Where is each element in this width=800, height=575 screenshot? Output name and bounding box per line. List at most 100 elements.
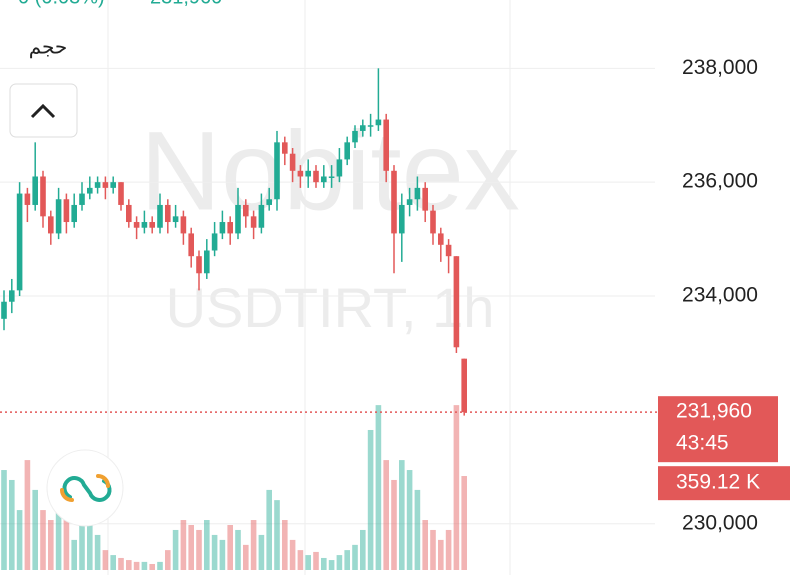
volume-bar [313, 551, 319, 570]
candle-body [352, 130, 358, 143]
volume-bar [243, 544, 249, 570]
volume-bar [110, 555, 116, 570]
candle-body [383, 119, 389, 171]
candle-body [141, 222, 148, 228]
volume-bar [453, 405, 460, 570]
volume-bar [87, 520, 93, 570]
y-tick-label: 236,000 [682, 170, 758, 193]
volume-bar [219, 539, 226, 570]
volume-bar [461, 476, 467, 570]
header-price: 231,960 [150, 0, 222, 8]
volume-bar [258, 534, 265, 570]
countdown-label: 43:45 [676, 432, 729, 455]
candle-body [313, 170, 319, 183]
candle-body [235, 204, 241, 234]
candle-body [172, 216, 179, 223]
chevron-icon [30, 103, 56, 119]
volume-bar [289, 539, 296, 570]
y-tick-label: 238,000 [682, 56, 758, 79]
price-tag [658, 396, 778, 463]
volume-tag-label: 359.12 K [676, 471, 760, 494]
candle-body [133, 222, 140, 228]
candle-body [71, 204, 77, 223]
candle-body [196, 256, 202, 274]
volume-bar [383, 460, 389, 570]
candle-body [289, 153, 296, 171]
candle-body [40, 176, 46, 217]
candle-body [438, 233, 444, 245]
candle-body [305, 170, 311, 177]
candle-body [282, 142, 288, 154]
candle-body [16, 193, 23, 291]
volume-bar [133, 561, 140, 570]
volume-bar [235, 529, 241, 570]
candle-body [110, 182, 116, 188]
candle-body [79, 193, 85, 205]
volume-title: حجم [29, 36, 68, 58]
candle-body [274, 142, 280, 200]
logo-icon [62, 476, 112, 502]
volume-bar [55, 500, 62, 570]
candle-body [126, 204, 132, 223]
candle-body [63, 199, 70, 223]
candle-body [24, 193, 31, 205]
candle-body [445, 244, 452, 257]
volume-bar [352, 544, 358, 570]
volume-bar [399, 460, 405, 570]
candle-body [55, 199, 62, 234]
candle-body [344, 142, 350, 160]
candle-body [328, 176, 335, 178]
candle-body [118, 182, 124, 205]
volume-bar [367, 429, 374, 570]
volume-bar [250, 520, 257, 570]
volume-bar [24, 460, 31, 570]
candle-body [48, 216, 54, 234]
volume-bar [305, 555, 311, 570]
volume-bar [360, 529, 366, 570]
volume-bar [172, 529, 179, 570]
volume-bar [126, 560, 132, 570]
volume-bar [266, 489, 272, 570]
volume-bar [211, 534, 218, 570]
volume-bar [94, 534, 101, 570]
volume-bar [438, 539, 444, 570]
candle-body [422, 187, 428, 211]
price-tag-label: 231,960 [676, 400, 752, 423]
candle-body [406, 199, 413, 205]
volume-bar [188, 524, 194, 570]
candle-body [227, 222, 233, 234]
volume-bar [196, 529, 202, 570]
candle-body [399, 204, 405, 234]
volume-bar [9, 479, 15, 570]
candle-body [204, 250, 210, 274]
candle-body [94, 182, 101, 188]
candle-body [87, 187, 93, 194]
volume-bar [157, 561, 163, 570]
candle-body [391, 170, 397, 234]
candle-body [375, 119, 382, 126]
candle-body [157, 204, 163, 228]
candle-body [367, 125, 374, 127]
y-tick-label: 230,000 [682, 511, 758, 534]
candle-body [258, 204, 265, 228]
volume-bar [71, 539, 77, 570]
candle-body [1, 301, 7, 319]
volume-bar [79, 524, 85, 570]
volume-bar [391, 479, 397, 570]
volume-bar [149, 563, 155, 570]
volume-bar [406, 470, 413, 570]
collapse-button[interactable] [9, 83, 78, 138]
volume-bar [344, 550, 350, 570]
volume-bar [102, 550, 109, 570]
watermark: Nobitex [140, 109, 520, 234]
candle-body [453, 256, 460, 348]
candle-body [360, 125, 366, 131]
candle-body [165, 204, 171, 223]
candle-body [188, 233, 194, 257]
volume-bar [422, 520, 428, 570]
candle-body [9, 290, 15, 302]
candle-body [250, 216, 257, 228]
candle-body [461, 358, 467, 413]
volume-bar [336, 555, 343, 570]
volume-bar [321, 557, 327, 570]
